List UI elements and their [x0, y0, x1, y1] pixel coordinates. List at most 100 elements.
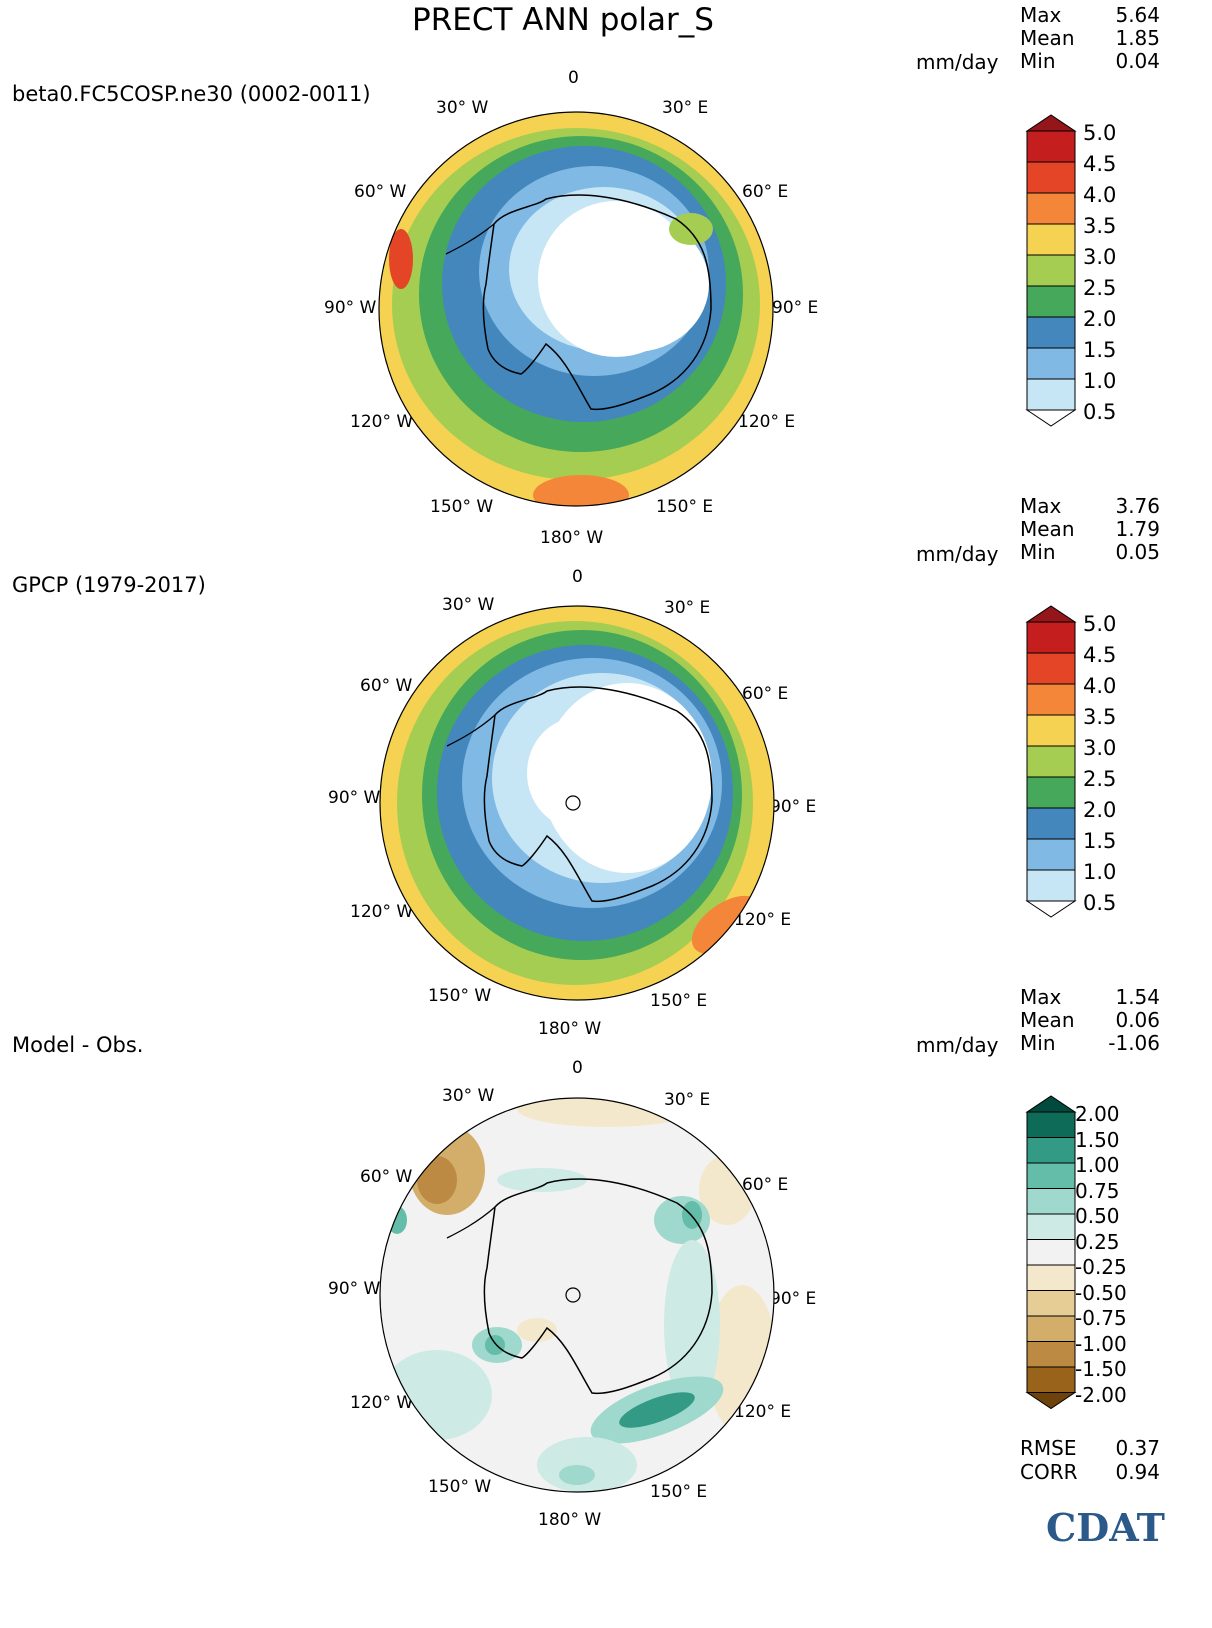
panel-3-lon-90w: 90° W — [328, 1279, 381, 1299]
cb3-tick-0: -2.00 — [1075, 1383, 1127, 1407]
panel-1-lon-150e: 150° E — [656, 497, 714, 517]
cb3-tick-11: 2.00 — [1075, 1102, 1120, 1126]
panel-2-lon-30w: 30° W — [442, 595, 495, 615]
panel-3-lon-150e: 150° E — [650, 1482, 708, 1502]
cb2-tick-2: 1.5 — [1083, 829, 1117, 853]
cb2-over-triangle — [1025, 605, 1077, 623]
rmse-value: 0.37 — [1115, 1436, 1160, 1460]
panel-3-lon-30w: 30° W — [442, 1086, 495, 1106]
panel-1-title: beta0.FC5COSP.ne30 (0002-0011) — [12, 82, 371, 106]
cb1-box-0 — [1026, 378, 1076, 411]
cb1-tick-8: 4.5 — [1083, 152, 1117, 176]
cb2-under-triangle — [1025, 900, 1077, 918]
panel-3-stat-mean-label: Mean — [1020, 1008, 1075, 1032]
panel-1-lon-90w: 90° W — [324, 298, 377, 318]
panel-2-lon-60e: 60° E — [742, 684, 789, 704]
cb3-tick-4: -0.50 — [1075, 1281, 1127, 1305]
panel-1-stat-mean-value: 1.85 — [1115, 26, 1160, 50]
cdat-logo: CDAT — [1046, 1505, 1165, 1550]
cb1-box-5 — [1026, 223, 1076, 256]
cb1-box-8 — [1026, 130, 1076, 163]
cb2-tick-6: 3.5 — [1083, 705, 1117, 729]
panel-1-lon-30w: 30° W — [436, 98, 489, 118]
figure-title: PRECT ANN polar_S — [412, 2, 714, 38]
cb3-box-4 — [1026, 1264, 1076, 1291]
panel-1-lon-60e: 60° E — [742, 182, 789, 202]
cb2-tick-9: 5.0 — [1083, 612, 1117, 636]
cb1-box-7 — [1026, 161, 1076, 194]
cb1-box-4 — [1026, 254, 1076, 287]
cb3-tick-2: -1.00 — [1075, 1332, 1127, 1356]
panel-3-lon-90e: 90° E — [770, 1289, 817, 1309]
panel-1-colorbar — [1025, 114, 1077, 427]
panel-1-lon-180w: 180° W — [540, 528, 604, 548]
cb3-under-triangle — [1025, 1392, 1077, 1410]
panel-2-lon-120w: 120° W — [350, 902, 414, 922]
cb1-tick-6: 3.5 — [1083, 214, 1117, 238]
cb3-tick-9: 1.00 — [1075, 1153, 1120, 1177]
cb2-box-7 — [1026, 652, 1076, 685]
panel-2-stat-max-label: Max — [1020, 494, 1062, 518]
panel-1-stat-min-value: 0.04 — [1115, 49, 1160, 73]
cb3-box-5 — [1026, 1239, 1076, 1266]
panel-3-title: Model - Obs. — [12, 1033, 144, 1057]
cb3-box-1 — [1026, 1341, 1076, 1368]
panel-2-stat-min-value: 0.05 — [1115, 540, 1160, 564]
panel-1-polar-map — [378, 111, 774, 507]
panel-2-lon-180w: 180° W — [538, 1019, 602, 1039]
panel-3-lon-0: 0 — [572, 1058, 583, 1078]
panel-3-units: mm/day — [916, 1033, 999, 1057]
panel-1-stat-mean-label: Mean — [1020, 26, 1075, 50]
cb1-tick-2: 1.5 — [1083, 338, 1117, 362]
cb1-tick-3: 2.0 — [1083, 307, 1117, 331]
panel-2-stat-mean-label: Mean — [1020, 517, 1075, 541]
cb1-tick-4: 2.5 — [1083, 276, 1117, 300]
panel-2-stat-min-label: Min — [1020, 540, 1056, 564]
panel-2-lon-0: 0 — [572, 567, 583, 587]
panel-2-polar-map — [379, 605, 775, 1001]
cb2-box-3 — [1026, 776, 1076, 809]
cb2-tick-3: 2.0 — [1083, 798, 1117, 822]
cb3-tick-1: -1.50 — [1075, 1357, 1127, 1381]
cb2-box-1 — [1026, 838, 1076, 871]
panel-2-lon-30e: 30° E — [664, 598, 711, 618]
panel-3-lon-150w: 150° W — [428, 1477, 492, 1497]
cb2-box-2 — [1026, 807, 1076, 840]
cb2-tick-8: 4.5 — [1083, 643, 1117, 667]
panel-2-lon-90e: 90° E — [770, 797, 817, 817]
panel-1-lon-120e: 120° E — [738, 412, 796, 432]
cb3-box-9 — [1026, 1137, 1076, 1164]
panel-1-lon-120w: 120° W — [350, 412, 414, 432]
cb3-box-3 — [1026, 1290, 1076, 1317]
cb3-tick-3: -0.75 — [1075, 1306, 1127, 1330]
cb1-box-2 — [1026, 316, 1076, 349]
panel-3-lon-60w: 60° W — [360, 1167, 413, 1187]
panel-1-stat-max-value: 5.64 — [1115, 3, 1160, 27]
panel-1-stat-min-label: Min — [1020, 49, 1056, 73]
cb1-tick-7: 4.0 — [1083, 183, 1117, 207]
cb2-tick-1: 1.0 — [1083, 860, 1117, 884]
panel-3-lon-180w: 180° W — [538, 1510, 602, 1530]
cb1-tick-5: 3.0 — [1083, 245, 1117, 269]
cb1-tick-1: 1.0 — [1083, 369, 1117, 393]
cb1-over-triangle — [1025, 114, 1077, 132]
panel-3-stat-max-value: 1.54 — [1115, 985, 1160, 1009]
cb3-tick-5: -0.25 — [1075, 1255, 1127, 1279]
cb2-box-4 — [1026, 745, 1076, 778]
panel-1-lon-90e: 90° E — [772, 298, 819, 318]
cb2-tick-0: 0.5 — [1083, 891, 1117, 915]
cb2-box-5 — [1026, 714, 1076, 747]
cb3-tick-7: 0.50 — [1075, 1204, 1120, 1228]
cb3-box-6 — [1026, 1213, 1076, 1240]
cb1-box-6 — [1026, 192, 1076, 225]
panel-3-stat-min-value: -1.06 — [1108, 1031, 1160, 1055]
panel-1-lon-0: 0 — [568, 68, 579, 88]
cb1-under-triangle — [1025, 409, 1077, 427]
rmse-label: RMSE — [1020, 1436, 1077, 1460]
cb1-tick-0: 0.5 — [1083, 400, 1117, 424]
panel-2-stat-mean-value: 1.79 — [1115, 517, 1160, 541]
corr-value: 0.94 — [1115, 1460, 1160, 1484]
cb2-box-8 — [1026, 621, 1076, 654]
panel-2-lon-150w: 150° W — [428, 986, 492, 1006]
cb3-box-8 — [1026, 1162, 1076, 1189]
